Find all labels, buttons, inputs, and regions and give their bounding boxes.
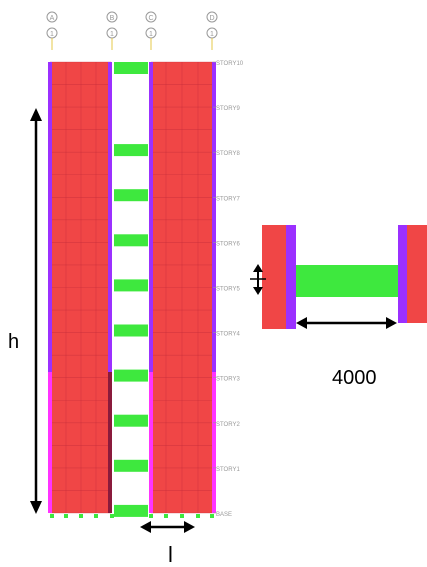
arrow-head-right xyxy=(184,521,195,533)
story-label: STORY3 xyxy=(216,377,240,383)
story-labels: STORY10 STORY9 STORY8 STORY7 STORY6 STORY5 STO… xyxy=(213,61,244,518)
span-label: l xyxy=(168,542,173,567)
story-label: STORY9 xyxy=(216,106,240,112)
boundary-column-lower xyxy=(149,372,153,513)
support-icon xyxy=(64,514,68,518)
axis-sub-label: 1 xyxy=(50,31,54,38)
detail-left-column xyxy=(286,225,296,329)
axis-label: A xyxy=(50,15,55,22)
story-label: STORY7 xyxy=(216,196,240,202)
story-label: STORY6 xyxy=(216,241,240,247)
support-icon xyxy=(110,514,114,518)
coupling-beam xyxy=(114,459,148,472)
axis-bubble xyxy=(145,11,157,23)
story-label: STORY5 xyxy=(216,287,240,293)
coupling-beam xyxy=(114,62,148,74)
grid-axis-c: C1 xyxy=(145,11,157,50)
support-icon xyxy=(94,514,98,518)
beam-length-label: 4000 xyxy=(332,367,377,389)
arrow-head-bottom xyxy=(30,501,42,514)
height-dimension: h xyxy=(8,108,42,514)
story-label: STORY1 xyxy=(216,467,240,473)
grid-axis-d: D1 xyxy=(206,11,218,50)
detail-left-wall xyxy=(262,225,286,329)
coupling-beam xyxy=(114,189,148,202)
support-icon xyxy=(164,514,168,518)
grid-axis-b: B1 xyxy=(106,11,118,50)
boundary-columns xyxy=(48,62,216,513)
axis-sub-label: 1 xyxy=(110,31,114,38)
base-supports xyxy=(50,514,214,518)
coupling-beam xyxy=(114,324,148,337)
axis-label: D xyxy=(209,15,214,22)
coupling-beam xyxy=(114,279,148,292)
axis-label: B xyxy=(110,15,115,22)
boundary-column-upper xyxy=(212,62,216,372)
axis-bubble xyxy=(206,11,218,23)
coupling-beam xyxy=(114,234,148,247)
boundary-column-upper xyxy=(48,62,52,372)
boundary-column-upper xyxy=(108,62,112,372)
story-label: STORY10 xyxy=(216,61,244,67)
support-icon xyxy=(180,514,184,518)
support-icon xyxy=(210,514,214,518)
grid-axis-a: A1 xyxy=(46,11,58,50)
detail-right-column xyxy=(398,225,407,323)
story-label: STORY4 xyxy=(216,332,240,338)
boundary-column-lower xyxy=(108,372,112,513)
arrow-head-left xyxy=(140,521,151,533)
boundary-column-lower xyxy=(48,372,52,513)
axis-sub-label: 1 xyxy=(210,31,214,38)
coupling-beam xyxy=(114,369,148,382)
story-label: STORY2 xyxy=(216,422,240,428)
wall-mesh-lines xyxy=(50,61,213,514)
support-icon xyxy=(79,514,83,518)
story-label: BASE xyxy=(216,512,232,518)
story-label: STORY8 xyxy=(216,151,240,157)
height-label: h xyxy=(8,331,19,353)
arrow-head-top xyxy=(30,108,42,121)
support-icon xyxy=(196,514,200,518)
support-icon xyxy=(50,514,54,518)
span-dimension: l xyxy=(140,521,195,567)
detail-right-wall xyxy=(407,225,427,323)
boundary-column-upper xyxy=(149,62,153,372)
support-icon xyxy=(149,514,153,518)
detail-beam xyxy=(296,265,398,297)
axis-bubble xyxy=(46,11,58,23)
axis-sub-label: 1 xyxy=(149,31,153,38)
axis-label: C xyxy=(148,15,153,22)
coupling-beam xyxy=(114,414,148,427)
coupling-beams xyxy=(114,62,148,517)
coupling-beam xyxy=(114,144,148,157)
coupling-beam-detail: 4000 xyxy=(250,225,427,389)
coupling-beam xyxy=(114,504,148,517)
boundary-column-lower xyxy=(212,372,216,513)
axis-bubble xyxy=(106,11,118,23)
